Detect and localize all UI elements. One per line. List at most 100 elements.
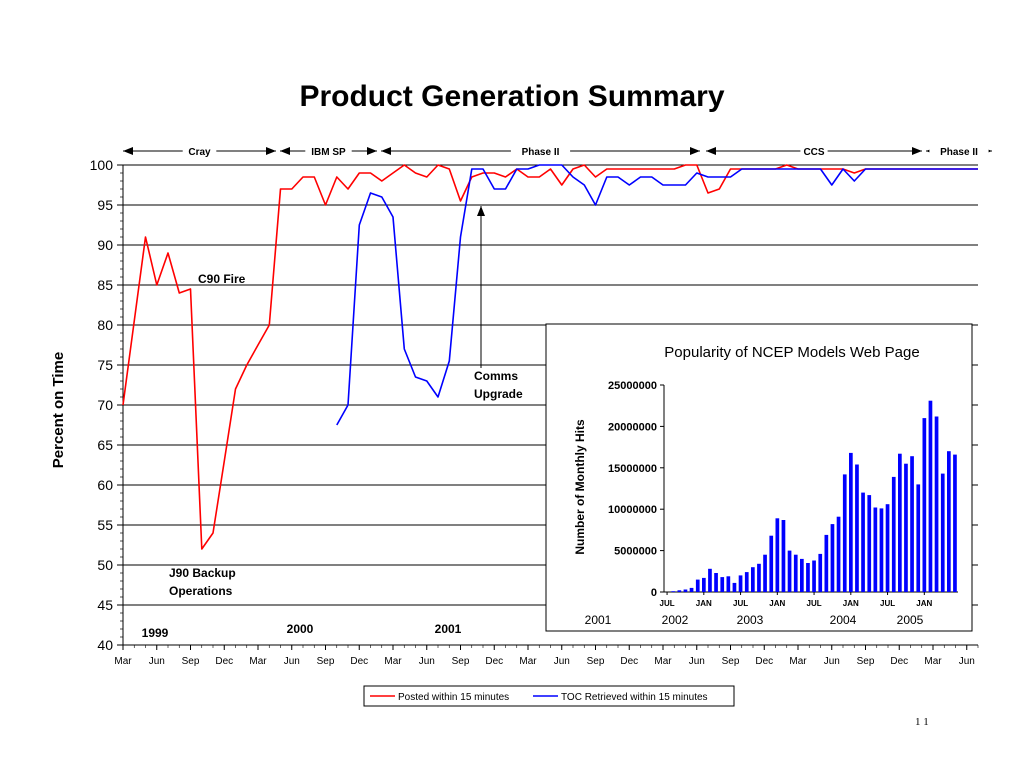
x-tick-label: Mar <box>384 656 402 667</box>
page-number: 1 1 <box>915 716 929 728</box>
inset-y-tick-label: 10000000 <box>608 504 657 516</box>
inset-bar <box>830 524 835 592</box>
inset-bars <box>671 400 957 592</box>
y-tick-label: 100 <box>90 157 114 173</box>
year-label: 1999 <box>142 626 169 640</box>
annotation-j90-line1: J90 Backup <box>169 566 236 580</box>
inset-bar <box>891 476 896 592</box>
page-title: Product Generation Summary <box>299 80 725 113</box>
inset-bar <box>738 575 743 592</box>
inset-bar <box>861 492 865 592</box>
inset-bar <box>806 563 810 592</box>
inset-bar <box>855 464 859 592</box>
inset-bar <box>683 589 688 592</box>
inset-bar <box>824 534 829 592</box>
x-tick-label: Mar <box>924 656 942 667</box>
y-axis-label: Percent on Time <box>50 352 67 468</box>
series-toc-line <box>336 164 978 426</box>
era-label: Cray <box>188 147 211 158</box>
era-label-bg <box>510 144 571 158</box>
y-tick-label: 90 <box>97 237 113 253</box>
inset-axes: 0 5000000 10000000 15000000 20000000 25000000… <box>585 380 958 627</box>
annotation-comms-line2: Upgrade <box>474 387 523 401</box>
x-tick-label: Mar <box>654 656 672 667</box>
series-posted-line <box>122 164 978 550</box>
inset-bar <box>812 560 816 592</box>
inset-year-label: 2002 <box>662 613 689 627</box>
inset-bar <box>873 507 878 592</box>
inset-y-tick-label: 0 <box>651 587 657 599</box>
inset-bar <box>849 452 853 592</box>
x-tick-label: Jun <box>554 656 570 667</box>
y-axis: 40 45 50 55 60 65 70 75 80 85 90 95 100 <box>90 157 124 653</box>
x-tick-label: Mar <box>519 656 537 667</box>
y-tick-label: 60 <box>97 477 113 493</box>
legend: Posted within 15 minutes TOC Retrieved w… <box>363 685 735 707</box>
x-tick-label: Jun <box>689 656 705 667</box>
y-tick-label: 55 <box>97 517 113 533</box>
y-tick-label: 50 <box>97 557 113 573</box>
inset-bar <box>879 508 884 592</box>
inset-x-tick-label: JAN <box>696 599 712 608</box>
inset-x-tick-label: JUL <box>660 599 675 608</box>
inset-bar <box>910 456 914 592</box>
y-tick-label: 80 <box>97 317 113 333</box>
era-label-bg <box>305 144 352 158</box>
inset-bar <box>714 573 718 592</box>
x-tick-label: Mar <box>249 656 267 667</box>
inset-bar <box>904 463 908 592</box>
inset-bar <box>922 418 927 592</box>
inset-bar <box>781 520 786 592</box>
x-tick-label: Sep <box>857 656 875 667</box>
inset-x-tick-label: JAN <box>916 599 932 608</box>
inset-bar <box>787 550 792 592</box>
x-tick-label: Dec <box>215 656 233 667</box>
x-tick-label: Dec <box>755 656 773 667</box>
x-tick-label: Dec <box>350 656 368 667</box>
inset-bar <box>836 516 841 592</box>
inset-y-label: Number of Monthly Hits <box>573 419 587 555</box>
y-tick-label: 95 <box>97 197 113 213</box>
inset-x-tick-label: JUL <box>733 599 748 608</box>
legend-toc: TOC Retrieved within 15 minutes <box>561 692 708 703</box>
y-tick-label: 85 <box>97 277 113 293</box>
inset-y-tick-label: 5000000 <box>614 546 657 558</box>
x-tick-label: Sep <box>182 656 200 667</box>
x-tick-label: Dec <box>890 656 908 667</box>
legend-posted: Posted within 15 minutes <box>398 692 509 703</box>
inset-year-label: 2003 <box>737 613 764 627</box>
inset-bar <box>695 579 700 592</box>
inset-bar <box>898 453 902 592</box>
era-label-bg <box>182 144 217 158</box>
inset-bar <box>885 504 890 592</box>
annotation-j90-backup: J90 Backup Operations <box>169 566 236 598</box>
x-tick-label: Jun <box>284 656 300 667</box>
era-label: CCS <box>803 147 824 158</box>
x-tick-label: Jun <box>149 656 165 667</box>
year-label: 2001 <box>435 622 462 636</box>
annotation-comms-line1: Comms <box>474 369 518 383</box>
x-axis: Mar Jun Sep Dec Mar Jun Sep Dec Mar Jun Sep Dec Mar J… <box>114 622 979 667</box>
annotation-c90-fire: C90 Fire <box>198 272 246 286</box>
inset-bar <box>769 535 774 592</box>
inset-bar <box>732 582 737 592</box>
y-tick-label: 65 <box>97 437 113 453</box>
inset-bar <box>726 576 731 592</box>
inset-bar <box>800 558 804 592</box>
inset-bar <box>842 474 847 592</box>
line-series <box>122 164 978 550</box>
inset-bar <box>671 591 676 592</box>
x-tick-label: Dec <box>620 656 638 667</box>
inset-bar <box>793 554 798 592</box>
x-tick-label: Sep <box>452 656 470 667</box>
era-label: Phase II <box>940 147 978 158</box>
inset-x-tick-label: JAN <box>843 599 859 608</box>
inset-bar <box>757 563 761 592</box>
inset-bar <box>702 577 706 592</box>
x-tick-label: Sep <box>587 656 605 667</box>
inset-y-tick-label: 15000000 <box>608 463 657 475</box>
inset-x-tick-label: JAN <box>769 599 785 608</box>
y-tick-label: 70 <box>97 397 113 413</box>
x-tick-label: Mar <box>114 656 132 667</box>
